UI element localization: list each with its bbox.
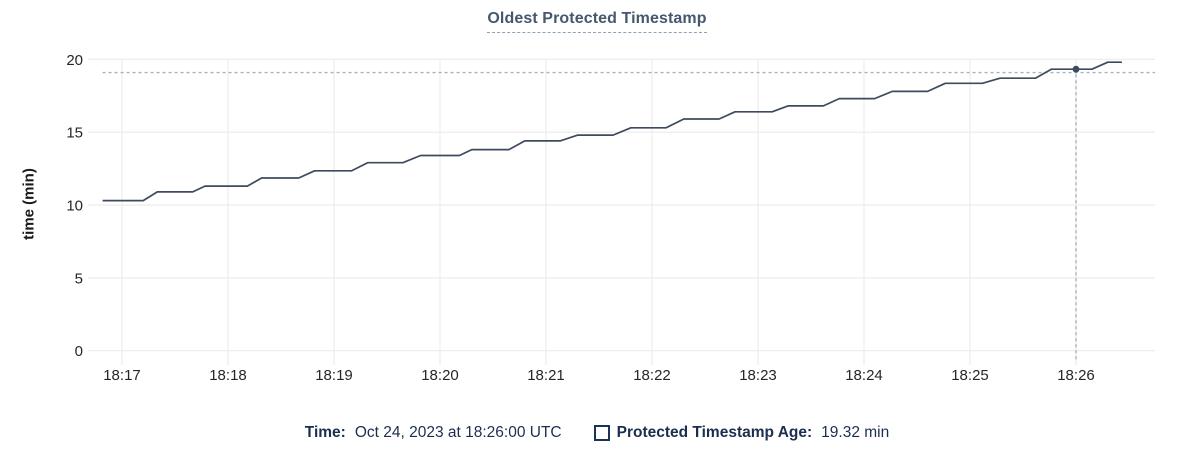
x-tick-label: 18:19 bbox=[315, 367, 353, 384]
x-tick-label: 18:22 bbox=[633, 367, 671, 384]
y-tick-label: 10 bbox=[66, 198, 83, 215]
x-tick-label: 18:23 bbox=[739, 367, 777, 384]
x-tick-label: 18:20 bbox=[421, 367, 459, 384]
crosshair-dot bbox=[1072, 65, 1080, 73]
x-tick-label: 18:26 bbox=[1057, 367, 1095, 384]
legend-time-value: Oct 24, 2023 at 18:26:00 UTC bbox=[354, 424, 562, 441]
y-tick-label: 0 bbox=[75, 343, 83, 360]
line-chart-plot[interactable]: 0 5 10 15 20 18:17 18:18 18:19 18:20 18:21 18:22 18… bbox=[0, 0, 1194, 400]
x-tick-label: 18:18 bbox=[209, 367, 247, 384]
legend-time-label: Time: bbox=[304, 424, 346, 441]
x-tick-label: 18:25 bbox=[951, 367, 989, 384]
y-tick-label: 5 bbox=[75, 270, 83, 287]
chart-title[interactable]: Oldest Protected Timestamp bbox=[487, 10, 707, 33]
legend-series-label: Protected Timestamp Age: bbox=[616, 424, 813, 441]
series-line bbox=[102, 61, 1122, 202]
x-tick-label: 18:21 bbox=[527, 367, 565, 384]
chart-title-row: Oldest Protected Timestamp bbox=[0, 10, 1194, 33]
series-checkbox[interactable] bbox=[593, 425, 610, 441]
y-tick-label: 20 bbox=[66, 52, 83, 69]
x-tick-label: 18:24 bbox=[845, 367, 883, 384]
chart-legend: Time: Oct 24, 2023 at 18:26:00 UTC Prote… bbox=[0, 424, 1194, 442]
y-tick-label: 15 bbox=[66, 125, 83, 142]
x-tick-label: 18:17 bbox=[103, 367, 141, 384]
legend-series-value: 19.32 min bbox=[821, 424, 890, 441]
